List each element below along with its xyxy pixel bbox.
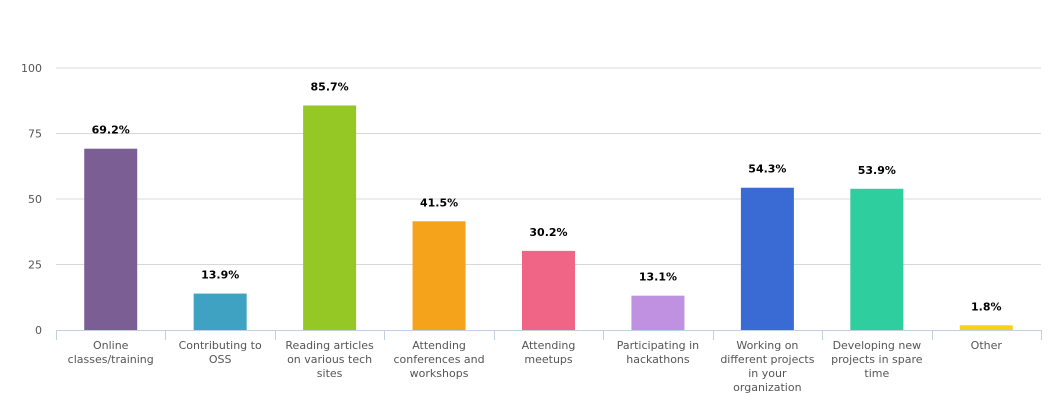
bar bbox=[740, 187, 794, 330]
x-category-label-line: Working on bbox=[736, 339, 798, 352]
data-label: 85.7% bbox=[311, 80, 349, 93]
x-category-label: Other bbox=[971, 339, 1003, 352]
bar bbox=[959, 325, 1013, 330]
bar bbox=[193, 293, 247, 330]
data-label: 53.9% bbox=[858, 164, 896, 177]
bars: 69.2% 13.9% 85.7% 41.5% 30.2% 13.1% 54.3% 53.9%… bbox=[84, 80, 1013, 330]
x-category-label-line: sites bbox=[317, 367, 343, 380]
y-tick-label: 50 bbox=[28, 193, 42, 206]
data-label: 1.8% bbox=[971, 300, 1002, 313]
data-label: 41.5% bbox=[420, 196, 458, 209]
x-category-label-line: conferences and bbox=[393, 353, 484, 366]
x-category-label-line: meetups bbox=[524, 353, 573, 366]
x-category-label-line: time bbox=[864, 367, 889, 380]
x-category-label-line: Attending bbox=[412, 339, 466, 352]
x-category-label: Developing new projects in spare time bbox=[831, 339, 923, 380]
x-category-label-line: on various tech bbox=[287, 353, 372, 366]
x-category-label: Reading articles on various tech sites bbox=[285, 339, 374, 380]
y-axis: 0 25 50 75 100 bbox=[21, 62, 42, 337]
bar bbox=[522, 250, 575, 330]
x-category-label-line: Developing new bbox=[833, 339, 922, 352]
x-category-label-line: OSS bbox=[209, 353, 232, 366]
x-category-label: Participating in hackathons bbox=[617, 339, 699, 366]
bar bbox=[84, 148, 138, 330]
x-category-label: Contributing to OSS bbox=[179, 339, 262, 366]
x-category-label-line: projects in spare bbox=[831, 353, 923, 366]
bar bbox=[303, 105, 357, 330]
bar bbox=[850, 188, 904, 330]
x-category-label-line: hackathons bbox=[626, 353, 690, 366]
x-category-label-line: Reading articles bbox=[285, 339, 374, 352]
x-category-label-line: Contributing to bbox=[179, 339, 262, 352]
x-category-label-line: in your bbox=[748, 367, 787, 380]
x-category-label-line: Participating in bbox=[617, 339, 699, 352]
y-tick-label: 0 bbox=[35, 324, 42, 337]
y-tick-label: 25 bbox=[28, 259, 42, 272]
x-category-label-line: different projects bbox=[720, 353, 814, 366]
data-label: 13.1% bbox=[639, 271, 677, 284]
x-category-label: Working on different projects in your organ… bbox=[720, 339, 814, 394]
x-axis: Online classes/training Contributing to OSS… bbox=[56, 330, 1042, 394]
data-label: 69.2% bbox=[92, 124, 130, 137]
data-label: 30.2% bbox=[529, 226, 567, 239]
x-category-label-line: Attending bbox=[522, 339, 576, 352]
x-category-label-line: organization bbox=[733, 381, 801, 394]
data-label: 13.9% bbox=[201, 269, 239, 282]
data-label: 54.3% bbox=[748, 163, 786, 176]
bar bbox=[631, 295, 685, 330]
y-tick-label: 75 bbox=[28, 128, 42, 141]
y-tick-label: 100 bbox=[21, 62, 42, 75]
x-category-label: Attending conferences and workshops bbox=[393, 339, 484, 380]
x-category-label: Online classes/training bbox=[68, 339, 154, 366]
x-category-label-line: Other bbox=[971, 339, 1003, 352]
x-category-label-line: Online bbox=[93, 339, 129, 352]
bar bbox=[412, 221, 466, 330]
x-category-label-line: workshops bbox=[410, 367, 469, 380]
x-category-label-line: classes/training bbox=[68, 353, 154, 366]
x-category-label: Attending meetups bbox=[522, 339, 576, 366]
